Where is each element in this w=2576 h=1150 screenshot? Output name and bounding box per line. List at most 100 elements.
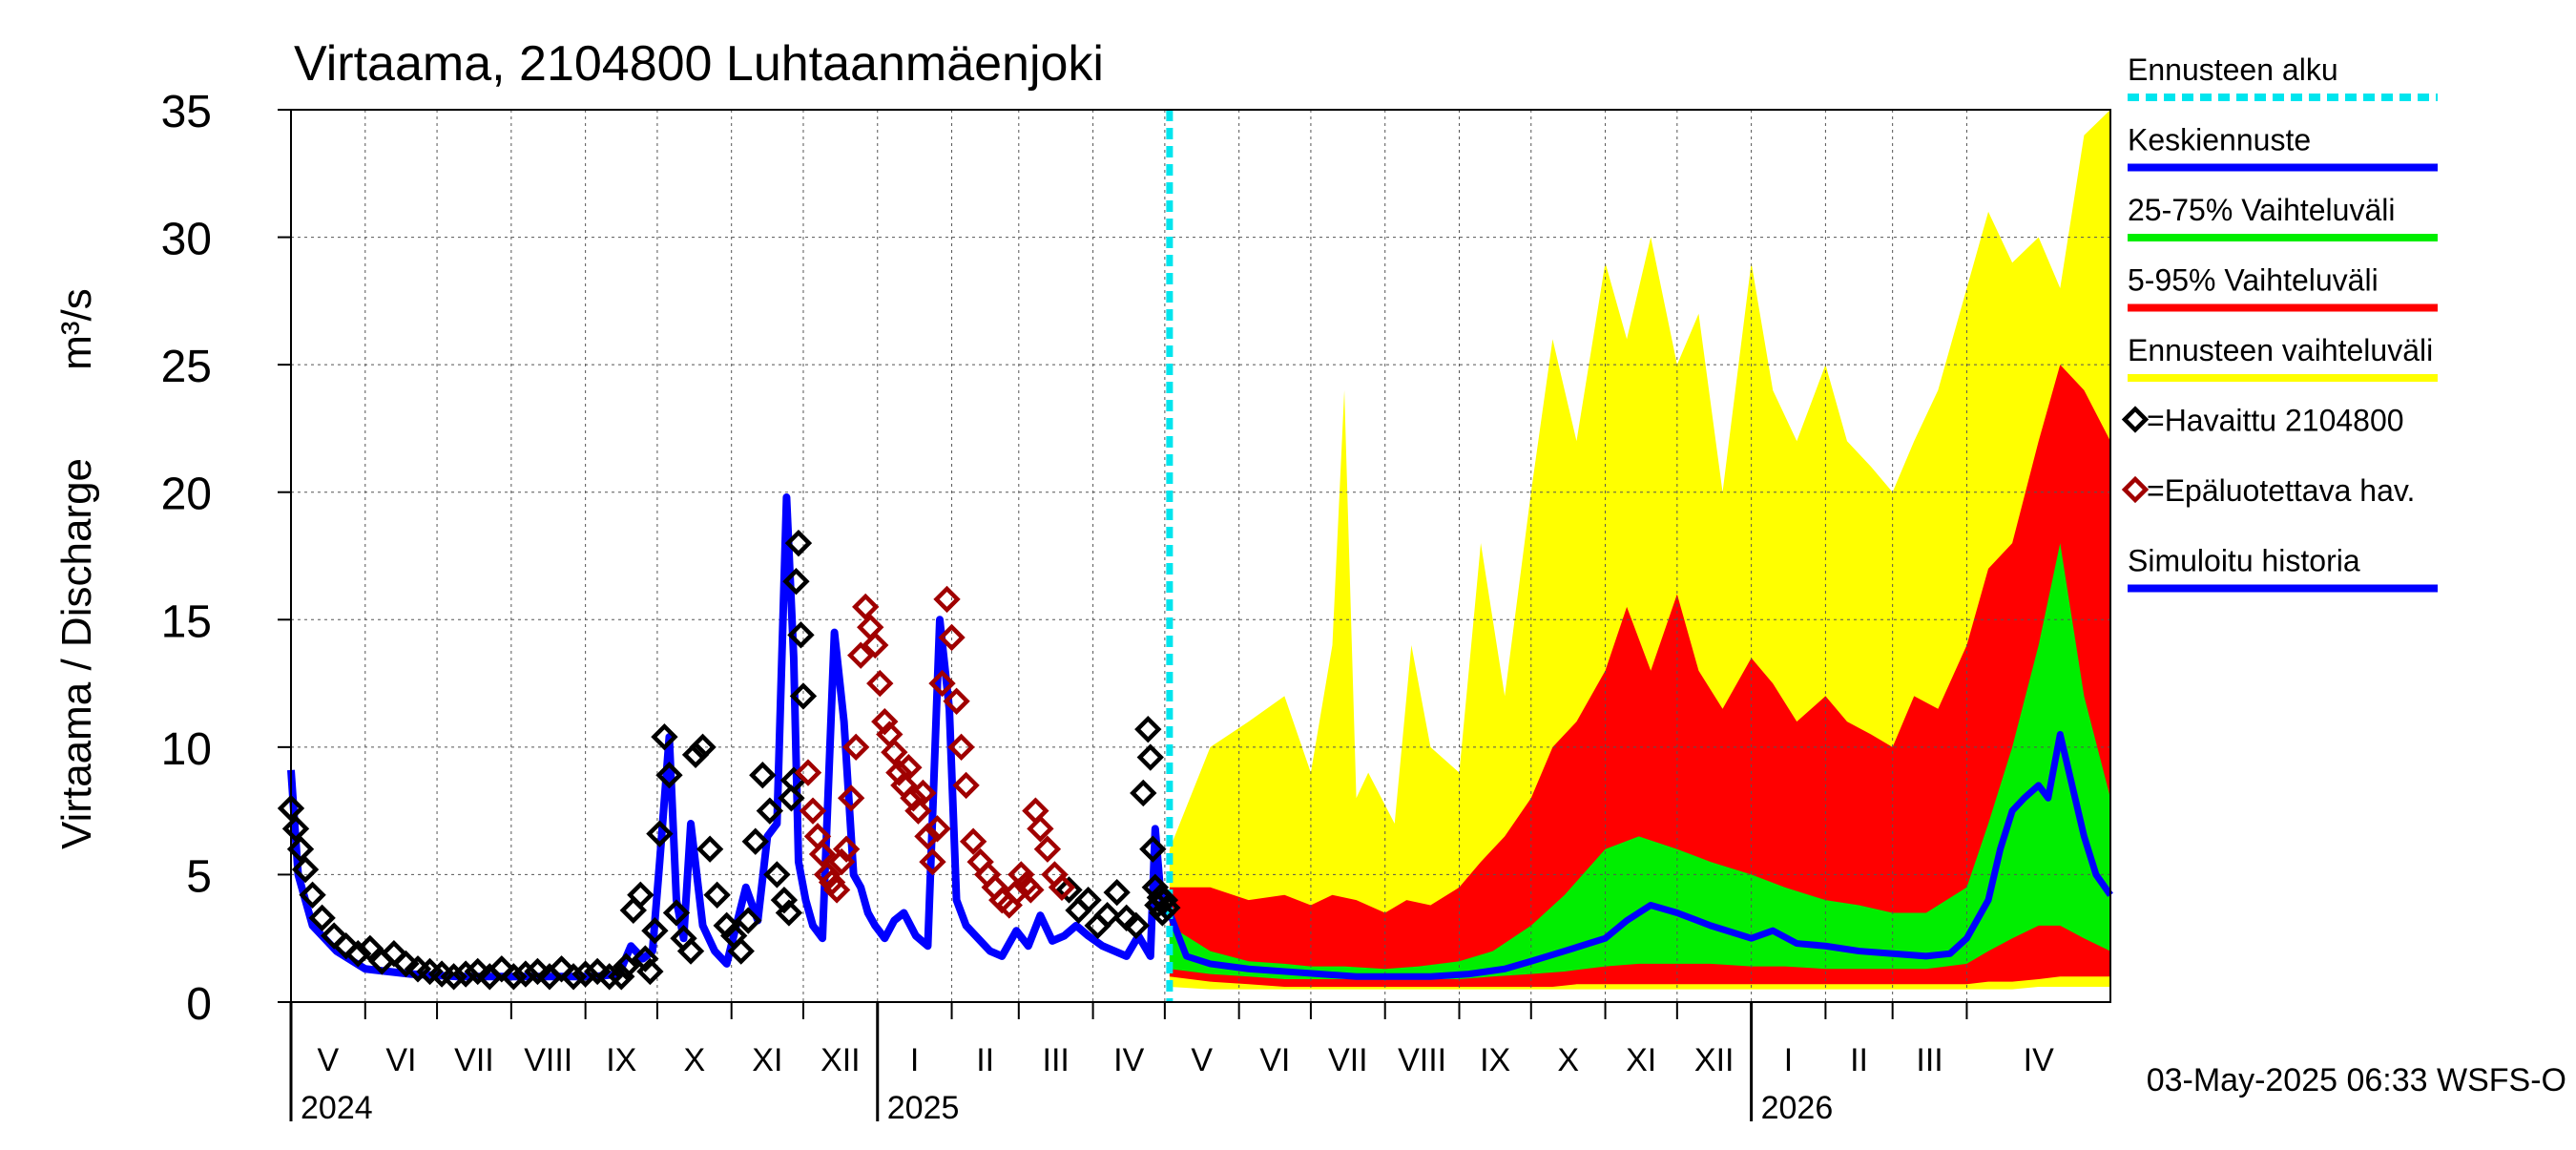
x-tick-label: IX [1480, 1042, 1510, 1078]
marker-observed [571, 960, 599, 988]
marker-unreliable [808, 840, 837, 868]
line-keskiennuste [1166, 731, 2113, 980]
marker-unreliable [959, 827, 987, 855]
x-tick-label: X [683, 1042, 705, 1078]
marker-observed [789, 682, 818, 710]
band-5-95-vaihteluv-li [1169, 365, 2110, 987]
x-tick-label: XII [821, 1042, 861, 1078]
marker-observed [511, 960, 540, 988]
x-tick-label: VII [454, 1042, 494, 1078]
x-tick-label: IV [1113, 1042, 1144, 1078]
y-tick-label: 35 [161, 87, 212, 137]
y-tick-label: 30 [161, 215, 212, 265]
series-lines [287, 110, 2113, 1002]
marker-observed [344, 940, 372, 968]
marker-observed [741, 827, 769, 855]
footer-timestamp: 03-May-2025 06:33 WSFS-O [2147, 1062, 2566, 1098]
marker-observed [632, 945, 659, 972]
marker-observed [613, 952, 640, 980]
marker-observed [749, 762, 777, 789]
marker-observed [696, 835, 724, 863]
marker-observed [1139, 835, 1167, 863]
marker-unreliable [852, 593, 880, 621]
marker-observed [778, 784, 805, 812]
marker-observed [655, 762, 683, 789]
marker-observed [646, 820, 674, 847]
x-tick-label: IV [2024, 1042, 2054, 1078]
marker-unreliable [837, 784, 865, 812]
marker-observed [676, 937, 705, 965]
marker-unreliable [919, 847, 946, 876]
legend-item-label: =Epäluotettava hav. [2147, 473, 2415, 508]
x-tick-label: I [1784, 1042, 1793, 1078]
marker-unreliable [904, 797, 932, 825]
legend-item-label: Simuloitu historia [2128, 544, 2360, 578]
marker-observed [1130, 779, 1157, 807]
marker-observed [1134, 715, 1162, 743]
marker-unreliable [1048, 873, 1076, 901]
marker-observed [356, 934, 384, 963]
marker-unreliable [799, 797, 827, 825]
legend-swatch [2121, 475, 2150, 504]
marker-observed [1093, 901, 1121, 930]
x-tick-label: XI [752, 1042, 782, 1078]
marker-unreliable [938, 623, 966, 652]
legend-item-label: Ennusteen vaihteluväli [2128, 333, 2433, 367]
marker-observed [524, 957, 551, 986]
marker-observed [291, 855, 320, 884]
marker-observed [703, 881, 731, 909]
year-label: 2024 [301, 1090, 373, 1126]
y-axis-unit: m³/s [53, 288, 100, 370]
marker-observed [1055, 876, 1083, 904]
marker-observed [286, 835, 315, 863]
x-tick-label: VII [1328, 1042, 1368, 1078]
marker-observed [559, 963, 588, 991]
chart-title: Virtaama, 2104800 Luhtaanmäenjoki [294, 36, 1104, 92]
x-tick-label: VI [1259, 1042, 1290, 1078]
y-axis-label: Virtaama / Discharge [53, 458, 100, 849]
legend-item-label: Keskiennuste [2128, 123, 2311, 157]
marker-observed [770, 886, 799, 914]
legend: Ennusteen alku Keskiennuste 25-75% Vaihtel… [2121, 52, 2438, 593]
marker-observed [299, 881, 326, 909]
x-tick-label: VIII [1398, 1042, 1446, 1078]
marker-observed [464, 957, 491, 986]
marker-observed [636, 957, 664, 986]
x-tick-label: I [910, 1042, 919, 1078]
marker-unreliable [832, 835, 861, 863]
marker-unreliable [943, 687, 970, 715]
marker-unreliable [914, 823, 942, 850]
marker-unreliable [900, 784, 927, 812]
x-tick-label: VI [385, 1042, 416, 1078]
y-tick-label: 5 [186, 851, 212, 902]
marker-observed [627, 881, 654, 909]
plot-frame [290, 109, 2111, 1003]
x-tick-label: II [976, 1042, 994, 1078]
marker-observed [583, 957, 612, 986]
year-label: 2025 [887, 1090, 960, 1126]
legend-item-label: 25-75% Vaihteluväli [2128, 193, 2395, 227]
marker-observed [451, 960, 480, 988]
marker-unreliable [1027, 815, 1054, 843]
marker-observed [1103, 878, 1131, 907]
year-label: 2026 [1761, 1090, 1834, 1126]
x-tick-label: XI [1626, 1042, 1656, 1078]
marker-observed [1151, 886, 1179, 914]
forecast-bands [1169, 110, 2110, 990]
marker-observed [782, 568, 810, 596]
x-tick-label: X [1557, 1042, 1579, 1078]
marker-observed [488, 955, 515, 983]
y-tick-label: 15 [161, 596, 212, 647]
marker-unreliable [947, 733, 975, 762]
marker-observed [787, 621, 815, 649]
marker-observed [689, 733, 717, 762]
marker-unreliable [841, 733, 870, 762]
x-tick-label: XII [1694, 1042, 1735, 1078]
marker-observed [1122, 911, 1150, 940]
legend-swatch [2121, 406, 2150, 433]
marker-observed [281, 815, 310, 843]
marker-unreliable [862, 631, 889, 659]
marker-unreliable [952, 771, 980, 800]
